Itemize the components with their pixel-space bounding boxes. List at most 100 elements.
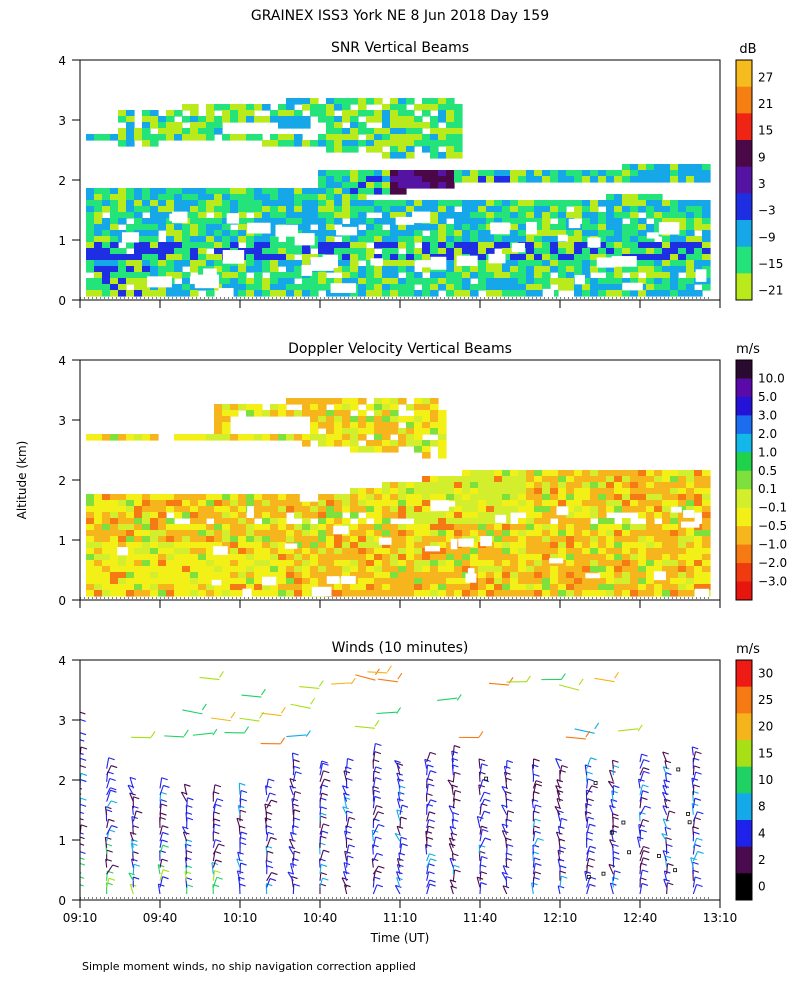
- velocity-cell: [382, 440, 391, 447]
- snr-cell: [534, 272, 543, 279]
- snr-cell: [510, 260, 519, 267]
- snr-cell: [182, 242, 191, 249]
- snr-cell: [342, 254, 351, 261]
- velocity-cell: [438, 530, 447, 537]
- velocity-cell: [694, 488, 703, 495]
- snr-cell: [270, 212, 279, 219]
- x-tick-label: 12:10: [543, 911, 578, 925]
- wind-barb: [372, 853, 378, 862]
- velocity-cell: [478, 548, 487, 555]
- wind-barb-flag: [668, 810, 676, 814]
- velocity-cell: [198, 560, 207, 567]
- velocity-cell: [526, 578, 535, 585]
- velocity-cell: [590, 578, 599, 585]
- velocity-cell: [614, 488, 623, 495]
- velocity-cell: [574, 512, 583, 519]
- velocity-cell: [662, 494, 671, 501]
- velocity-cell: [470, 542, 479, 549]
- snr-cell: [430, 248, 439, 255]
- velocity-cell: [646, 554, 655, 561]
- snr-cell: [150, 206, 159, 213]
- snr-cell: [662, 284, 671, 291]
- snr-cell: [638, 224, 647, 231]
- velocity-cell: [198, 572, 207, 579]
- velocity-gap: [549, 558, 564, 564]
- velocity-cell: [366, 542, 375, 549]
- snr-cell: [382, 218, 391, 225]
- snr-cell: [694, 260, 703, 267]
- velocity-cell: [606, 542, 615, 549]
- snr-cell: [678, 248, 687, 255]
- wind-barb: [692, 844, 696, 855]
- snr-gap: [574, 274, 585, 285]
- wind-barb-flag: [323, 770, 330, 774]
- velocity-cell: [350, 530, 359, 537]
- wind-barb: [692, 884, 698, 895]
- velocity-cell: [286, 500, 295, 507]
- snr-cell: [214, 218, 223, 225]
- snr-cell: [678, 176, 687, 183]
- velocity-cell: [358, 536, 367, 543]
- wind-barb: [556, 790, 561, 802]
- snr-cell: [438, 272, 447, 279]
- snr-cell: [638, 200, 647, 207]
- velocity-cell: [214, 554, 223, 561]
- velocity-cell: [190, 554, 199, 561]
- velocity-cell: [686, 590, 695, 597]
- velocity-cell: [198, 506, 207, 513]
- snr-cell: [206, 200, 215, 207]
- velocity-cell: [702, 482, 711, 489]
- colorbar-swatch: [736, 563, 752, 583]
- snr-cell: [286, 272, 295, 279]
- velocity-cell: [614, 506, 623, 513]
- snr-cell: [542, 212, 551, 219]
- snr-cell: [606, 272, 615, 279]
- snr-cell: [214, 104, 223, 111]
- snr-cell: [358, 218, 367, 225]
- velocity-cell: [662, 470, 671, 477]
- velocity-cell: [286, 530, 295, 537]
- snr-cell: [542, 170, 551, 177]
- velocity-cell: [286, 584, 295, 591]
- velocity-cell: [478, 560, 487, 567]
- velocity-cell: [326, 440, 335, 447]
- colorbar-swatch: [736, 660, 752, 688]
- wind-barb: [501, 872, 508, 882]
- wind-barb: [426, 764, 429, 776]
- wind-barb: [343, 862, 348, 875]
- velocity-cell: [326, 512, 335, 519]
- velocity-cell: [598, 506, 607, 513]
- snr-cell: [118, 248, 127, 255]
- velocity-gap: [430, 500, 449, 512]
- snr-cell: [566, 176, 575, 183]
- velocity-cell: [558, 536, 567, 543]
- velocity-cell: [542, 482, 551, 489]
- snr-cell: [558, 218, 567, 225]
- wind-barb-flag: [665, 772, 672, 776]
- wind-barb: [476, 816, 481, 829]
- velocity-cell: [270, 584, 279, 591]
- velocity-cell: [166, 584, 175, 591]
- velocity-cell: [438, 518, 447, 525]
- velocity-cell: [318, 548, 327, 555]
- velocity-cell: [366, 560, 375, 567]
- velocity-cell: [430, 416, 439, 423]
- snr-cell: [326, 128, 335, 135]
- velocity-cell: [374, 536, 383, 543]
- colorbar-label: 0: [758, 880, 766, 894]
- velocity-cell: [654, 494, 663, 501]
- wind-barb: [506, 810, 509, 822]
- velocity-cell: [534, 578, 543, 585]
- snr-gap: [169, 213, 184, 222]
- wind-barb-flag: [481, 855, 488, 860]
- velocity-cell: [478, 518, 487, 525]
- velocity-cell: [126, 584, 135, 591]
- snr-cell: [262, 260, 271, 267]
- velocity-cell: [310, 560, 319, 567]
- snr-cell: [126, 140, 135, 147]
- wind-barb: [532, 804, 536, 815]
- snr-cell: [462, 212, 471, 219]
- wind-barb: [610, 799, 614, 809]
- wind-barb: [186, 797, 188, 809]
- velocity-cell: [430, 482, 439, 489]
